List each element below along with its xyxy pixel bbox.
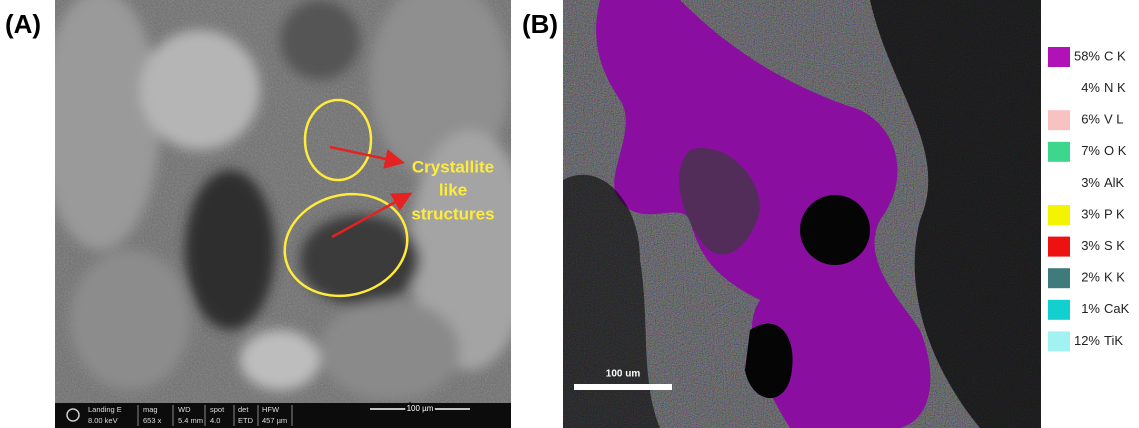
legend-element: AlK bbox=[1104, 175, 1125, 190]
legend-swatch bbox=[1048, 173, 1070, 193]
info-name: det bbox=[238, 405, 249, 414]
scale-bar-label: 100 µm bbox=[407, 404, 434, 413]
info-name: HFW bbox=[262, 405, 280, 414]
legend-swatch bbox=[1048, 110, 1070, 130]
legend-percent: 12% bbox=[1074, 333, 1100, 348]
scale-bar-label: 100 um bbox=[606, 369, 641, 380]
info-name: WD bbox=[178, 405, 191, 414]
legend-swatch bbox=[1048, 79, 1070, 99]
legend-percent: 3% bbox=[1081, 238, 1100, 253]
panel-label: (A) bbox=[5, 9, 41, 39]
legend-element: S K bbox=[1104, 238, 1125, 253]
legend-element: P K bbox=[1104, 206, 1125, 221]
legend-swatch bbox=[1048, 268, 1070, 288]
scale-bar bbox=[574, 384, 672, 390]
legend-swatch bbox=[1048, 300, 1070, 320]
annotation: Crystallite bbox=[412, 157, 494, 176]
sem-image bbox=[40, 0, 530, 403]
info-name: mag bbox=[143, 405, 158, 414]
legend-percent: 2% bbox=[1081, 270, 1100, 285]
legend-percent: 58% bbox=[1074, 48, 1100, 63]
legend-percent: 7% bbox=[1081, 143, 1100, 158]
info-value: 4.0 bbox=[210, 416, 220, 425]
info-value: 653 x bbox=[143, 416, 162, 425]
legend-swatch bbox=[1048, 237, 1070, 257]
info-name: spot bbox=[210, 405, 225, 414]
info-value: 457 µm bbox=[262, 416, 287, 425]
info-value: ETD bbox=[238, 416, 254, 425]
legend-swatch bbox=[1048, 205, 1070, 225]
panel-label: (B) bbox=[522, 9, 558, 39]
legend-element: O K bbox=[1104, 143, 1127, 158]
info-value: 5.4 mm bbox=[178, 416, 203, 425]
legend-percent: 6% bbox=[1081, 112, 1100, 127]
legend-element: N K bbox=[1104, 80, 1126, 95]
legend-swatch bbox=[1048, 331, 1070, 351]
legend-percent: 3% bbox=[1081, 175, 1100, 190]
figure: (A) Crystallite like structures Landing … bbox=[0, 0, 1139, 428]
legend-element: TiK bbox=[1104, 333, 1123, 348]
eds-map bbox=[563, 0, 1041, 428]
info-name: Landing E bbox=[88, 405, 122, 414]
legend-element: C K bbox=[1104, 48, 1126, 63]
legend-percent: 3% bbox=[1081, 206, 1100, 221]
legend-percent: 4% bbox=[1081, 80, 1100, 95]
legend-element: K K bbox=[1104, 270, 1125, 285]
info-value: 8.00 keV bbox=[88, 416, 118, 425]
annotation: like bbox=[439, 180, 467, 199]
legend-swatch bbox=[1048, 47, 1070, 67]
legend-element: V L bbox=[1104, 112, 1124, 127]
annotation: structures bbox=[411, 204, 494, 223]
legend-element: CaK bbox=[1104, 301, 1130, 316]
legend-percent: 1% bbox=[1081, 301, 1100, 316]
legend-swatch bbox=[1048, 142, 1070, 162]
